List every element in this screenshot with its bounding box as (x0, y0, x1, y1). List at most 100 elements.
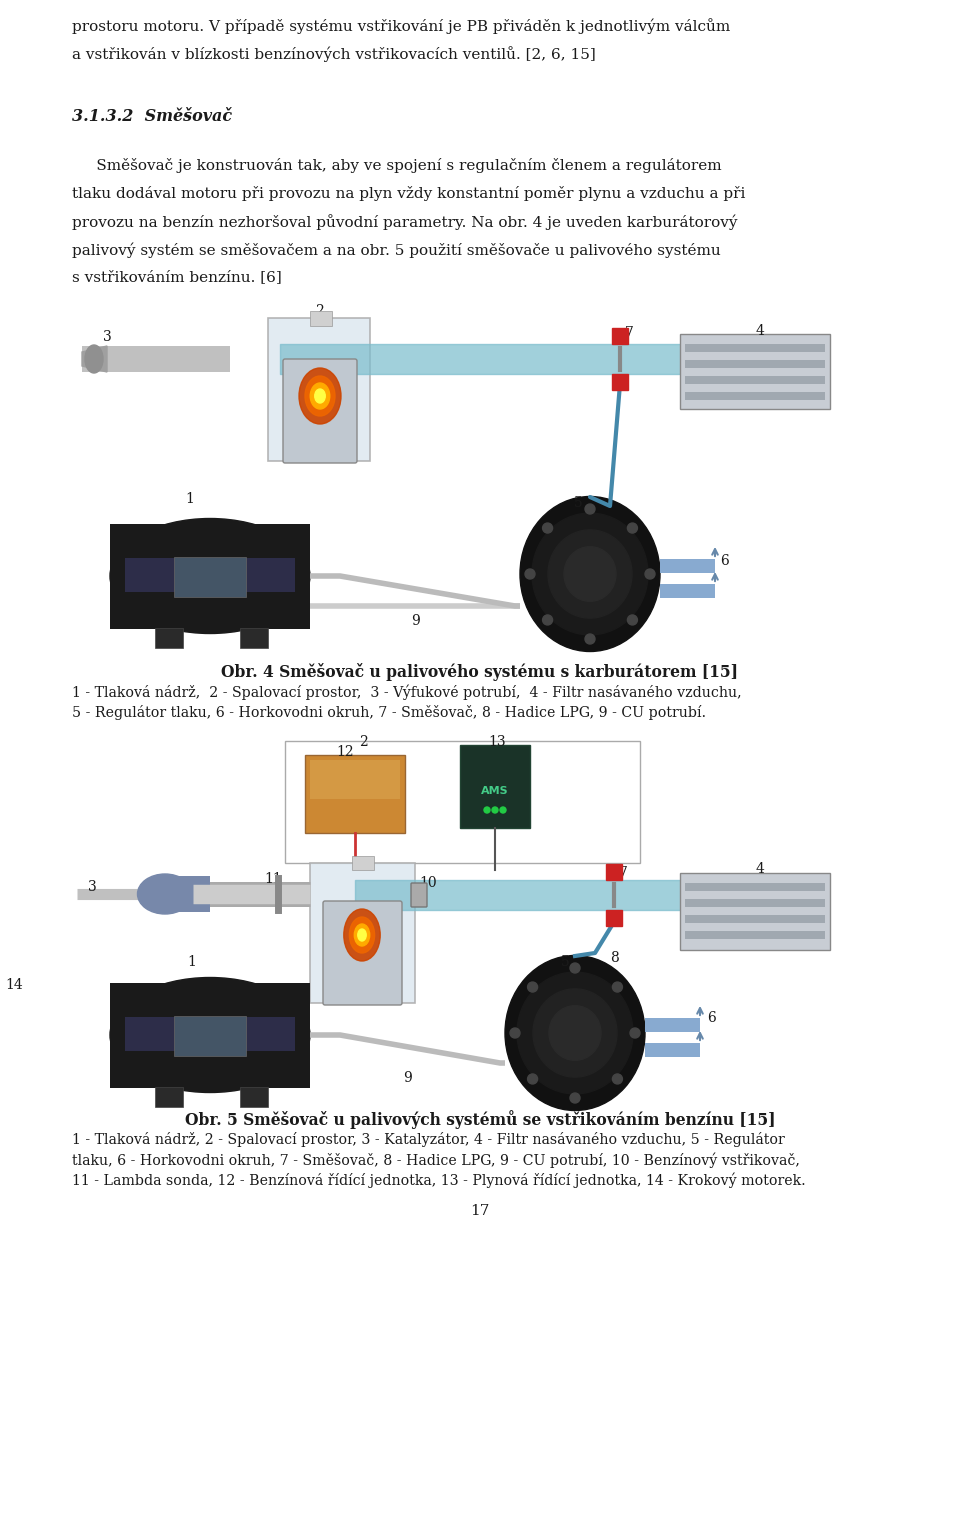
Ellipse shape (137, 873, 193, 914)
FancyBboxPatch shape (680, 873, 830, 949)
Text: 1: 1 (187, 956, 197, 969)
Ellipse shape (532, 514, 648, 636)
FancyBboxPatch shape (174, 1017, 246, 1056)
Ellipse shape (349, 917, 374, 952)
Circle shape (630, 1029, 640, 1038)
Text: prostoru motoru. V případě systému vstřikování je PB přiváděn k jednotlivým válc: prostoru motoru. V případě systému vstři… (72, 18, 731, 34)
Polygon shape (82, 346, 107, 372)
Text: 6: 6 (707, 1010, 716, 1026)
FancyBboxPatch shape (460, 745, 530, 828)
Circle shape (542, 616, 553, 625)
Text: AMS: AMS (481, 786, 509, 796)
Text: 14: 14 (5, 978, 23, 992)
Text: 9: 9 (402, 1071, 412, 1085)
Text: 2: 2 (315, 303, 324, 319)
FancyBboxPatch shape (305, 754, 405, 834)
Text: 8: 8 (620, 526, 629, 539)
Text: 4: 4 (756, 325, 764, 338)
Text: 10: 10 (419, 876, 437, 890)
FancyBboxPatch shape (72, 306, 888, 651)
FancyBboxPatch shape (268, 319, 370, 460)
Ellipse shape (564, 547, 616, 602)
FancyBboxPatch shape (685, 344, 825, 352)
Text: 7: 7 (625, 326, 634, 340)
Text: 17: 17 (470, 1204, 490, 1218)
Circle shape (484, 808, 490, 812)
Ellipse shape (548, 530, 632, 619)
Circle shape (585, 634, 595, 645)
Circle shape (585, 504, 595, 514)
Text: 4: 4 (756, 863, 764, 876)
FancyBboxPatch shape (240, 628, 268, 648)
FancyBboxPatch shape (285, 741, 640, 863)
Text: 13: 13 (489, 735, 506, 748)
FancyBboxPatch shape (174, 556, 246, 597)
Ellipse shape (358, 930, 366, 940)
Text: Obr. 4 Směšovač u palivového systému s karburátorem [15]: Obr. 4 Směšovač u palivového systému s k… (222, 663, 738, 681)
FancyBboxPatch shape (685, 914, 825, 924)
Ellipse shape (517, 972, 633, 1094)
FancyBboxPatch shape (240, 1087, 268, 1106)
FancyBboxPatch shape (352, 856, 374, 870)
FancyBboxPatch shape (310, 760, 400, 799)
Text: 3: 3 (103, 331, 111, 344)
FancyBboxPatch shape (660, 559, 715, 573)
Text: 8: 8 (610, 951, 619, 965)
Circle shape (492, 808, 498, 812)
FancyBboxPatch shape (685, 899, 825, 907)
FancyBboxPatch shape (685, 882, 825, 892)
FancyBboxPatch shape (160, 876, 210, 911)
FancyBboxPatch shape (645, 1018, 700, 1032)
FancyBboxPatch shape (310, 311, 332, 326)
FancyBboxPatch shape (125, 558, 295, 591)
Text: 12: 12 (336, 745, 354, 759)
Ellipse shape (305, 376, 335, 416)
Text: tlaku dodával motoru při provozu na plyn vždy konstantní poměr plynu a vzduchu a: tlaku dodával motoru při provozu na plyn… (72, 186, 745, 201)
Text: 5: 5 (561, 956, 569, 969)
Ellipse shape (85, 344, 103, 373)
Circle shape (525, 568, 535, 579)
FancyBboxPatch shape (685, 931, 825, 939)
Text: 1 - Tlaková nádrž, 2 - Spalovací prostor, 3 - Katalyzátor, 4 - Filtr nasávaného : 1 - Tlaková nádrž, 2 - Spalovací prostor… (72, 1132, 784, 1148)
Text: Směšovač je konstruován tak, aby ve spojení s regulačním členem a regulátorem: Směšovač je konstruován tak, aby ve spoj… (72, 158, 722, 174)
Text: 1: 1 (185, 492, 195, 506)
Text: a vstřikován v blízkosti benzínových vstřikovacích ventilů. [2, 6, 15]: a vstřikován v blízkosti benzínových vst… (72, 46, 596, 62)
Text: 11 - Lambda sonda, 12 - Benzínová řídící jednotka, 13 - Plynová řídící jednotka,: 11 - Lambda sonda, 12 - Benzínová řídící… (72, 1172, 805, 1187)
Circle shape (500, 808, 506, 812)
FancyBboxPatch shape (283, 360, 357, 463)
Circle shape (570, 1093, 580, 1103)
FancyBboxPatch shape (645, 1042, 700, 1058)
Circle shape (628, 523, 637, 533)
Ellipse shape (110, 518, 310, 634)
Ellipse shape (520, 497, 660, 651)
Circle shape (612, 981, 622, 992)
Text: 5 - Regulátor tlaku, 6 - Horkovodni okruh, 7 - Směšovač, 8 - Hadice LPG, 9 - CU : 5 - Regulátor tlaku, 6 - Horkovodni okru… (72, 706, 707, 719)
FancyBboxPatch shape (685, 376, 825, 384)
Text: s vstřikováním benzínu. [6]: s vstřikováním benzínu. [6] (72, 270, 281, 283)
Ellipse shape (549, 1006, 601, 1061)
Circle shape (542, 523, 553, 533)
Circle shape (645, 568, 655, 579)
Ellipse shape (315, 389, 325, 402)
FancyBboxPatch shape (685, 392, 825, 399)
FancyBboxPatch shape (155, 1087, 183, 1106)
FancyBboxPatch shape (660, 584, 715, 597)
FancyBboxPatch shape (82, 346, 230, 372)
Circle shape (528, 1074, 538, 1084)
Text: 1 - Tlaková nádrž,  2 - Spalovací prostor,  3 - Výfukové potrubí,  4 - Filtr nas: 1 - Tlaková nádrž, 2 - Spalovací prostor… (72, 684, 742, 701)
Ellipse shape (299, 367, 341, 424)
FancyBboxPatch shape (110, 524, 310, 629)
Ellipse shape (110, 977, 310, 1093)
FancyBboxPatch shape (110, 983, 310, 1088)
FancyBboxPatch shape (72, 733, 888, 1097)
Circle shape (612, 1074, 622, 1084)
Ellipse shape (533, 989, 617, 1077)
Circle shape (510, 1029, 520, 1038)
Text: 6: 6 (720, 555, 729, 568)
Text: tlaku, 6 - Horkovodni okruh, 7 - Směšovač, 8 - Hadice LPG, 9 - CU potrubí, 10 - : tlaku, 6 - Horkovodni okruh, 7 - Směšova… (72, 1152, 800, 1167)
Circle shape (528, 981, 538, 992)
FancyBboxPatch shape (685, 360, 825, 367)
FancyBboxPatch shape (125, 1017, 295, 1052)
Text: 3: 3 (87, 879, 96, 895)
Text: 7: 7 (619, 866, 628, 879)
